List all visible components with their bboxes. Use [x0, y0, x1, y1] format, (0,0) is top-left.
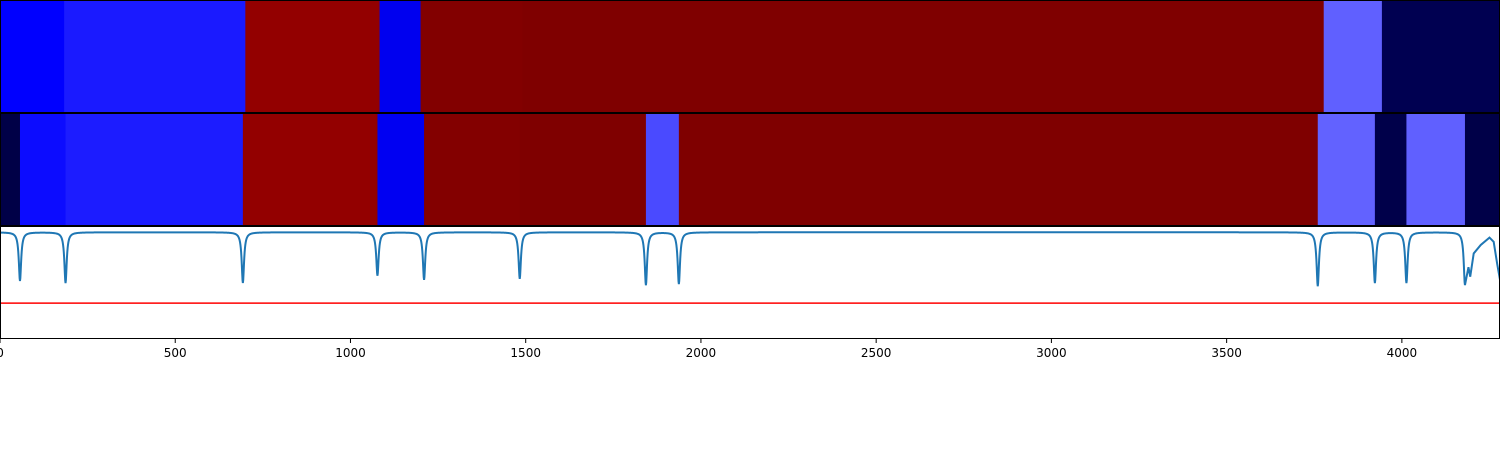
segment-1-2: [64, 1, 246, 112]
segment-1-5: [420, 1, 523, 112]
x-tick-label-3500: 3500: [1211, 346, 1242, 360]
segment-2-5: [377, 114, 425, 225]
segment-track-2: [0, 114, 1500, 225]
segment-2-13: [1464, 114, 1500, 225]
segment-2-10: [1317, 114, 1376, 225]
segment-2-12: [1406, 114, 1466, 225]
segment-1-4: [379, 1, 422, 112]
segment-track-1: [0, 1, 1500, 112]
segment-2-1: [0, 114, 21, 225]
x-tick-label-3000: 3000: [1036, 346, 1067, 360]
segment-2-9: [678, 114, 1319, 225]
segment-1-1: [0, 1, 65, 112]
x-tick-label-1500: 1500: [510, 346, 541, 360]
segment-2-6: [424, 114, 521, 225]
signal-line: [0, 231, 1500, 287]
segment-2-11: [1374, 114, 1408, 225]
segment-2-3: [65, 114, 244, 225]
segment-1-3: [245, 1, 381, 112]
segment-2-8: [645, 114, 680, 225]
x-tick-label-2000: 2000: [686, 346, 717, 360]
segment-1-6: [522, 1, 1325, 112]
x-tick-label-1000: 1000: [335, 346, 366, 360]
x-tick-label-0: 0: [0, 346, 4, 360]
x-tick-label-4000: 4000: [1387, 346, 1418, 360]
segment-1-7: [1323, 1, 1383, 112]
segment-2-2: [19, 114, 67, 225]
segment-2-7: [519, 114, 647, 225]
segment-2-4: [242, 114, 379, 225]
x-tick-label-500: 500: [164, 346, 187, 360]
signal-frame: [0, 226, 1500, 339]
x-tick-label-2500: 2500: [861, 346, 892, 360]
segment-1-8: [1381, 1, 1500, 112]
x-axis: 0 500 1000 1500 2000 2500 3000 3500 4000: [0, 339, 1417, 360]
